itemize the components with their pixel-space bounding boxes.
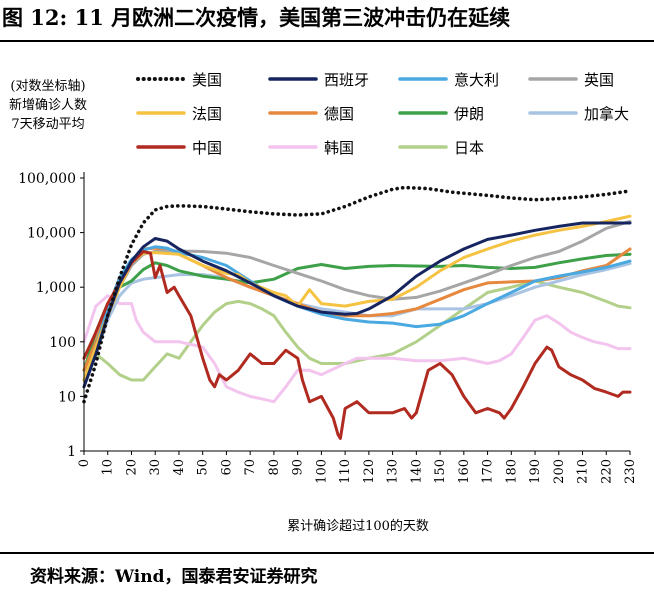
x-tick-label: 150 xyxy=(433,459,448,484)
y-tick-label: 100,000 xyxy=(18,171,76,187)
x-tick-label: 80 xyxy=(267,459,282,476)
legend-label: 韩国 xyxy=(324,139,354,157)
x-tick-label: 90 xyxy=(291,459,306,476)
source-note: 资料来源：Wind，国泰君安证券研究 xyxy=(30,567,318,587)
y-tick-label: 10,000 xyxy=(27,226,76,242)
y-tick-label: 1,000 xyxy=(36,280,76,296)
x-tick-label: 210 xyxy=(576,459,591,484)
x-tick-label: 40 xyxy=(172,459,187,476)
y-tick-label: 1 xyxy=(67,444,76,460)
x-tick-label: 220 xyxy=(599,459,614,484)
x-tick-label: 140 xyxy=(409,459,424,484)
x-tick-label: 130 xyxy=(386,459,401,484)
y-tick-label: 100 xyxy=(49,335,76,351)
legend-label: 德国 xyxy=(324,105,354,123)
y-tick-label: 10 xyxy=(58,389,76,405)
series-line-1 xyxy=(82,185,632,404)
series-lines xyxy=(82,185,632,440)
series-line-8 xyxy=(82,262,632,389)
series-line-10 xyxy=(82,294,632,404)
x-tick-label: 200 xyxy=(552,459,567,484)
x-tick-label: 70 xyxy=(243,459,258,476)
x-axis-label: 累计确诊超过100的天数 xyxy=(287,518,429,534)
y-axis-label-line: 新增确诊人数 xyxy=(9,97,87,113)
series-line-9 xyxy=(82,250,632,440)
x-tick-label: 180 xyxy=(504,459,519,484)
legend-label: 法国 xyxy=(192,105,222,123)
x-tick-label: 110 xyxy=(338,459,353,484)
legend-label: 中国 xyxy=(192,139,222,157)
legend-label: 伊朗 xyxy=(454,105,484,123)
title-rule xyxy=(0,40,654,42)
series-line-4 xyxy=(82,220,632,382)
y-axis-label-line: 7天移动平均 xyxy=(11,117,84,132)
series-line-7 xyxy=(82,252,632,372)
x-tick-label: 0 xyxy=(77,459,92,467)
series-line-2 xyxy=(82,221,632,389)
x-tick-label: 160 xyxy=(457,459,472,484)
x-tick-label: 120 xyxy=(362,459,377,484)
x-tick-label: 170 xyxy=(481,459,496,484)
series-line-11 xyxy=(82,279,632,382)
legend-label: 英国 xyxy=(584,71,614,89)
x-tick-label: 30 xyxy=(148,459,163,476)
legend-label: 意大利 xyxy=(454,71,499,89)
y-axis-label: (对数坐标轴) 新增确诊人数 7天移动平均 xyxy=(9,79,87,132)
legend-label: 日本 xyxy=(454,139,484,157)
x-tick-label: 190 xyxy=(528,459,543,484)
y-axis-label-line: (对数坐标轴) xyxy=(10,79,85,94)
legend-label: 西班牙 xyxy=(324,71,369,89)
x-tick-label: 100 xyxy=(314,459,329,484)
x-tick-label: 60 xyxy=(219,459,234,476)
x-tick-label: 230 xyxy=(623,459,638,484)
source-rule xyxy=(0,552,654,554)
legend-label: 美国 xyxy=(192,71,222,89)
legend-label: 加拿大 xyxy=(584,105,629,123)
figure-title: 图 12: 11 月欧洲二次疫情，美国第三波冲击仍在延续 xyxy=(2,5,511,30)
x-tick-label: 10 xyxy=(101,459,116,476)
x-tick-label: 50 xyxy=(196,459,211,476)
x-tick-label: 20 xyxy=(124,459,139,476)
